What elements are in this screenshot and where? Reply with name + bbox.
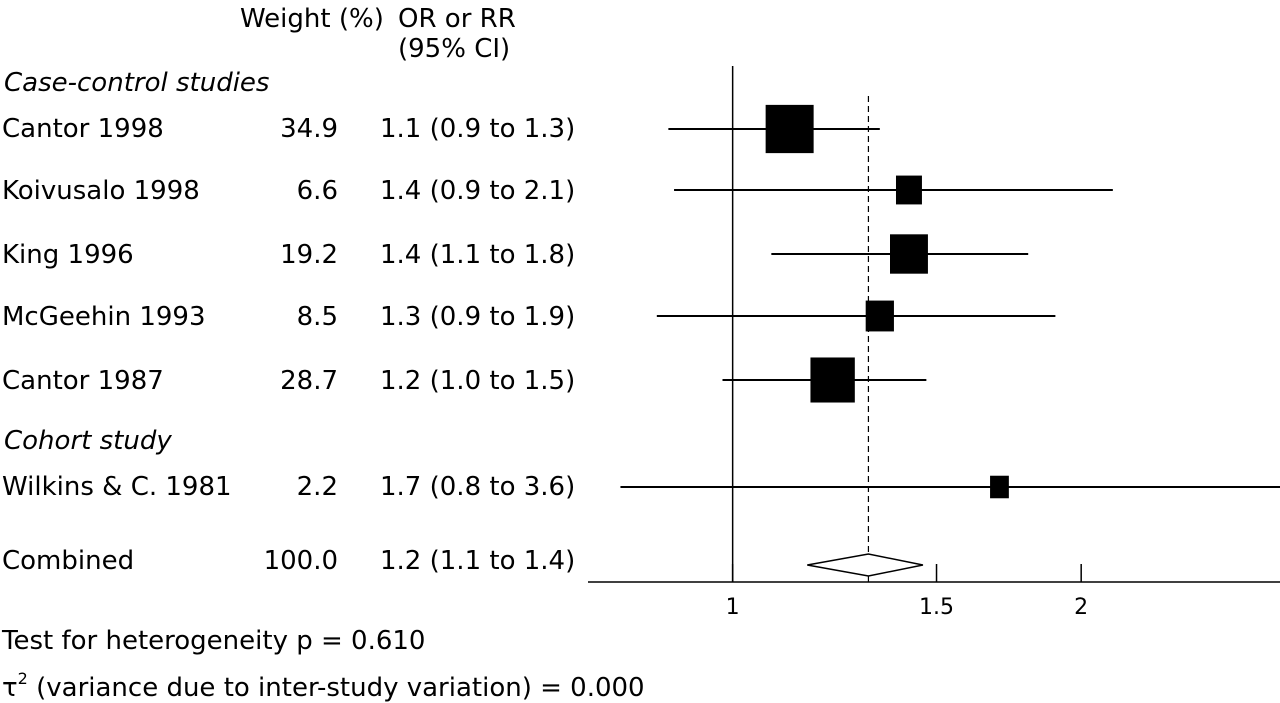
study-name: Wilkins & C. 1981 [2,472,232,502]
study-ci: 1.4 (1.1 to 1.8) [380,240,576,270]
study-weight: 28.7 [280,366,338,396]
study-name: Koivusalo 1998 [2,176,200,206]
study-weight-box [890,234,928,274]
combined-name: Combined [2,546,135,576]
study-weight: 6.6 [296,176,338,206]
combined-diamond [807,553,924,577]
study-ci: 1.7 (0.8 to 3.6) [380,472,576,502]
study-weight-box [865,300,894,332]
combined-ci: 1.2 (1.1 to 1.4) [380,546,576,576]
study-weight-box [765,104,814,154]
study-name: Cantor 1987 [2,366,164,396]
study-weight: 2.2 [296,472,338,502]
tau-symbol: τ [2,673,18,703]
tau-superscript: 2 [17,669,28,688]
x-axis-tick-label: 1.5 [919,595,954,620]
study-ci: 1.4 (0.9 to 2.1) [380,176,576,206]
study-name: King 1996 [2,240,134,270]
study-name: McGeehin 1993 [2,302,206,332]
study-ci: 1.1 (0.9 to 1.3) [380,114,576,144]
group-label-case-control: Case-control studies [4,68,270,98]
study-weight-box [895,175,922,205]
study-weight: 8.5 [296,302,338,332]
x-axis-tick-label: 1 [726,595,740,620]
combined-weight: 100.0 [263,546,338,576]
study-ci: 1.2 (1.0 to 1.5) [380,366,576,396]
effect-header-line1: OR or RR [398,4,516,34]
x-axis-tick-label: 2 [1074,595,1088,620]
study-weight-box [810,357,855,403]
weight-header: Weight (%) [240,4,384,34]
study-weight-box [990,475,1009,499]
group-label-cohort: Cohort study [4,426,172,456]
study-weight: 19.2 [280,240,338,270]
effect-header-line2: (95% CI) [398,34,511,64]
study-name: Cantor 1998 [2,114,164,144]
study-weight: 34.9 [280,114,338,144]
heterogeneity-test: Test for heterogeneity p = 0.610 [2,626,426,656]
study-ci: 1.3 (0.9 to 1.9) [380,302,576,332]
